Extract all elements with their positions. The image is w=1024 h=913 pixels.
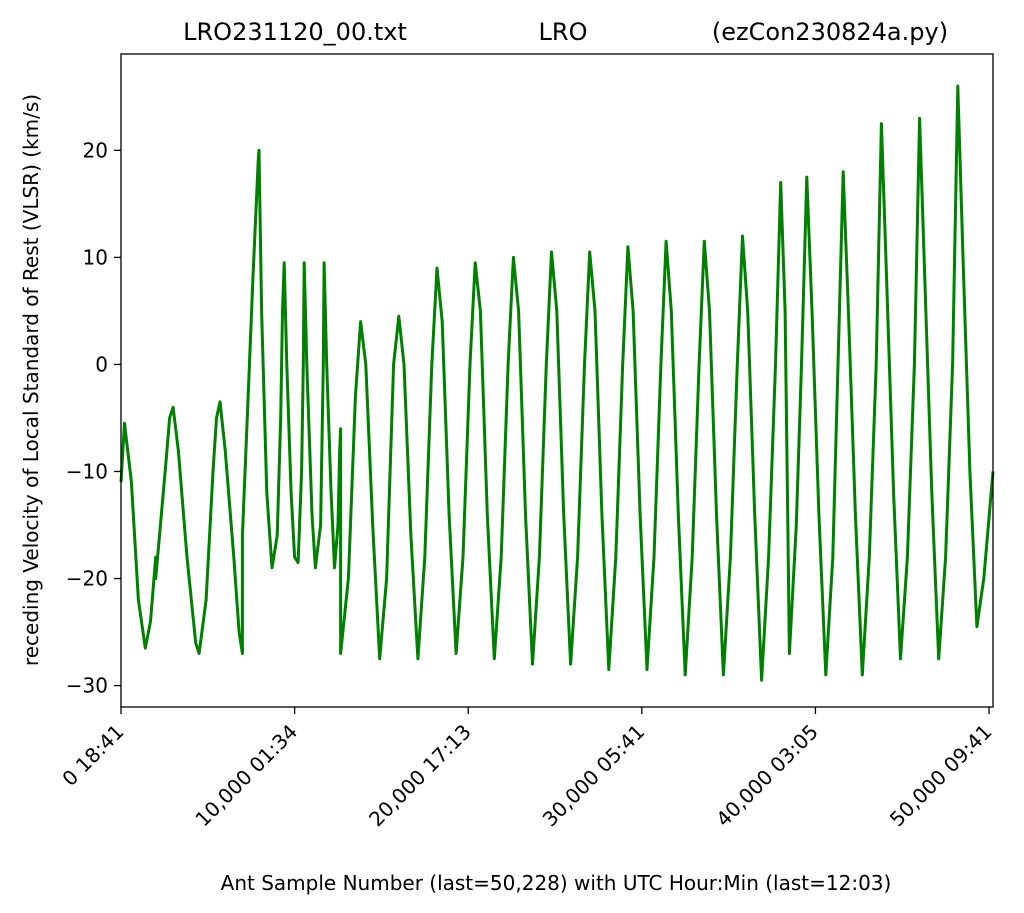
y-tick-label: −10 (66, 459, 108, 483)
y-tick-label: −20 (66, 567, 108, 591)
title-center: LRO (539, 18, 588, 46)
x-tick-label: 0 18:41 (57, 720, 128, 791)
title-right: (ezCon230824a.py) (712, 18, 948, 46)
y-axis-label: receding Velocity of Local Standard of R… (19, 94, 43, 666)
x-axis-label: Ant Sample Number (last=50,228) with UTC… (221, 871, 892, 895)
y-tick-label: −30 (66, 674, 108, 698)
plot-frame (120, 53, 994, 708)
title-left: LRO231120_00.txt (183, 18, 407, 46)
chart-titles: LRO231120_00.txt LRO (ezCon230824a.py) (183, 18, 948, 46)
x-tick-label: 30,000 05:41 (538, 720, 650, 832)
x-tick-label: 20,000 17:13 (364, 720, 476, 832)
y-tick-label: 0 (95, 352, 108, 376)
x-tick-label: 40,000 03:05 (711, 720, 823, 832)
x-axis: 0 18:41 10,000 01:34 20,000 17:13 30,000 05… (57, 707, 997, 832)
y-tick-label: 10 (83, 245, 108, 269)
x-tick-label: 10,000 01:34 (190, 720, 302, 832)
y-tick-label: 20 (83, 138, 108, 162)
series-line-0 (119, 84, 995, 682)
plot-area (119, 84, 995, 682)
x-tick-label: 50,000 09:41 (885, 720, 997, 832)
y-axis: −30 −20 −10 0 10 20 (66, 138, 121, 698)
